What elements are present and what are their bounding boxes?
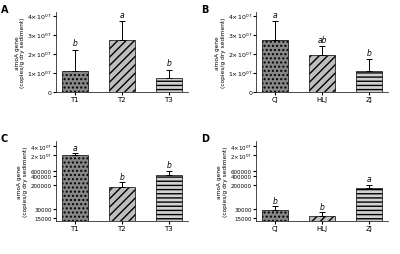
- Text: ab: ab: [317, 35, 327, 44]
- Bar: [356, 189, 382, 254]
- Bar: [109, 41, 135, 92]
- Text: B: B: [201, 5, 208, 15]
- Text: a: a: [120, 11, 124, 20]
- Bar: [156, 176, 182, 254]
- Y-axis label: amoA gene
(copies/g dry sediment): amoA gene (copies/g dry sediment): [17, 146, 28, 216]
- Bar: [309, 216, 335, 254]
- Text: a: a: [72, 143, 77, 152]
- Bar: [309, 56, 335, 92]
- Bar: [262, 210, 288, 254]
- Bar: [356, 71, 382, 92]
- Y-axis label: amoA gene
(copies/g dry sediment): amoA gene (copies/g dry sediment): [215, 17, 226, 88]
- Bar: [109, 187, 135, 254]
- Text: a: a: [367, 174, 372, 183]
- Text: C: C: [1, 134, 8, 144]
- Y-axis label: amoA gene
(copies/g dry sediment): amoA gene (copies/g dry sediment): [218, 146, 228, 216]
- Y-axis label: amoA gene
(copies/g dry sediment): amoA gene (copies/g dry sediment): [14, 17, 25, 88]
- Bar: [62, 155, 88, 254]
- Text: b: b: [120, 172, 124, 181]
- Text: b: b: [166, 161, 171, 170]
- Text: A: A: [1, 5, 8, 15]
- Text: b: b: [320, 202, 324, 211]
- Bar: [156, 79, 182, 92]
- Text: b: b: [367, 49, 372, 58]
- Bar: [262, 41, 288, 92]
- Text: b: b: [72, 39, 77, 48]
- Text: b: b: [273, 196, 278, 205]
- Text: a: a: [273, 11, 278, 20]
- Bar: [62, 71, 88, 92]
- Text: D: D: [201, 134, 209, 144]
- Text: b: b: [166, 59, 171, 68]
